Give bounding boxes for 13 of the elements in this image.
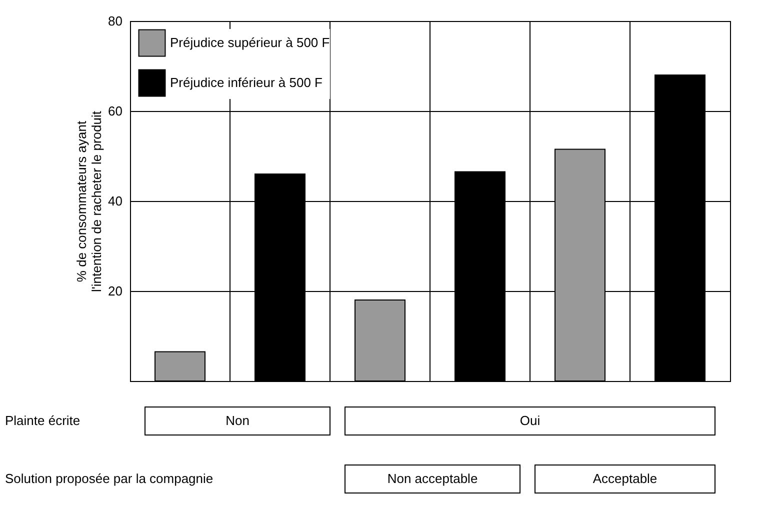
text: Plainte écrite xyxy=(5,413,80,428)
text: Oui xyxy=(520,413,540,428)
legend-label: Préjudice supérieur à 500 F xyxy=(170,35,330,50)
y-tick-label: 20 xyxy=(108,284,122,298)
y-tick-label: 60 xyxy=(108,104,122,118)
text: Acceptable xyxy=(592,471,658,486)
text: Non acceptable xyxy=(387,471,478,486)
y-tick-label: 80 xyxy=(108,14,122,28)
text: Solution proposée par la compagnie xyxy=(5,471,214,486)
legend-label: Préjudice inférieur à 500 F xyxy=(170,75,323,90)
y-axis-title: % de consommateurs ayant l'intention de racheter le produit xyxy=(74,110,104,292)
y-tick-label: 40 xyxy=(108,194,122,208)
text: Non xyxy=(226,413,250,428)
